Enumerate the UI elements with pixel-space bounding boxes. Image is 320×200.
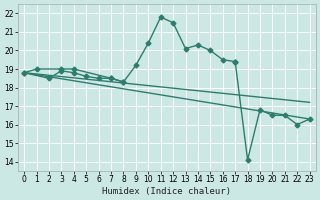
X-axis label: Humidex (Indice chaleur): Humidex (Indice chaleur)	[102, 187, 231, 196]
